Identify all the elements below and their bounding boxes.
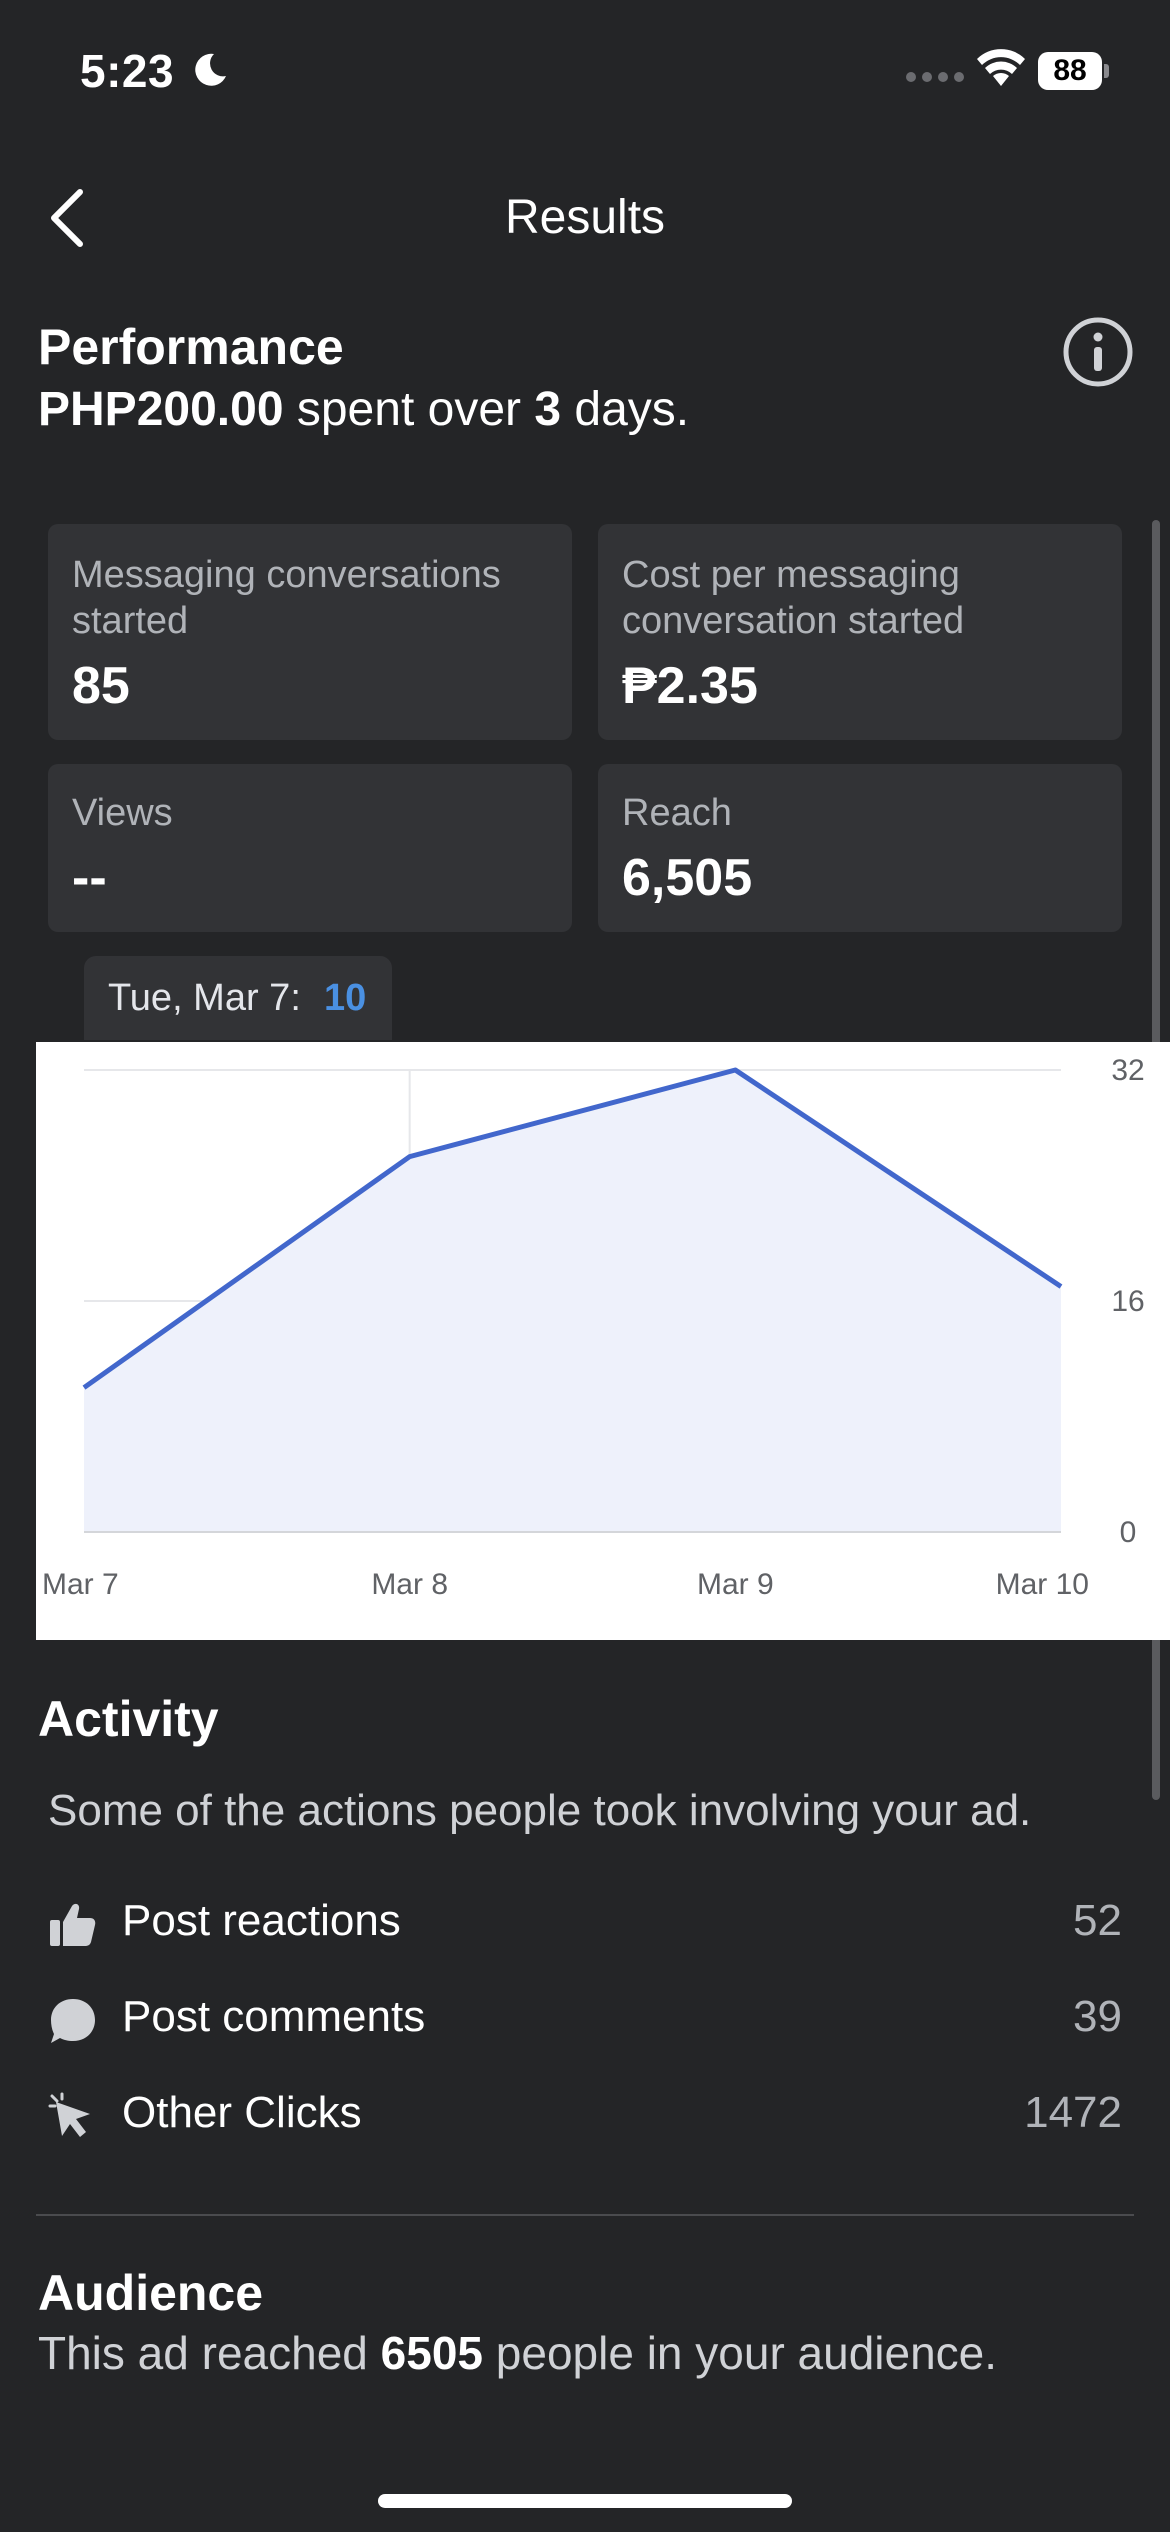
activity-label: Other Clicks [122, 2088, 362, 2137]
info-icon[interactable] [1062, 316, 1134, 388]
x-tick-label: Mar 7 [42, 1568, 119, 1601]
battery-indicator: 88 [1038, 52, 1110, 92]
signal-dots-icon [906, 72, 964, 82]
home-indicator[interactable] [378, 2494, 792, 2508]
x-tick-label: Mar 9 [697, 1568, 774, 1601]
metric-card-views[interactable]: Views -- [48, 764, 572, 932]
audience-title: Audience [38, 2265, 264, 2321]
chart-svg: Mar 7 Mar 8 Mar 9 Mar 10 32 16 0 [42, 1054, 1145, 1601]
metric-card-cost-per-conversation[interactable]: Cost per messaging conversation started … [598, 524, 1122, 740]
metric-value: 6,505 [622, 849, 753, 907]
x-tick-label: Mar 8 [371, 1568, 448, 1601]
metric-value: -- [72, 849, 107, 907]
metric-label: Messaging conversations started [72, 554, 501, 642]
spent-over-text: spent over [296, 383, 521, 436]
activity-value: 39 [1073, 1992, 1122, 2041]
comment-icon [51, 1999, 95, 2043]
y-tick-label: 16 [1111, 1285, 1144, 1318]
y-tick-label: 0 [1120, 1516, 1137, 1549]
activity-label: Post reactions [122, 1896, 401, 1945]
days-suffix: days. [574, 383, 690, 436]
tooltip-date: Tue, Mar 7: [108, 977, 301, 1019]
status-time: 5:23 [80, 45, 175, 97]
cursor-click-icon [48, 2092, 90, 2137]
series-area [84, 1070, 1061, 1532]
metric-label: Views [72, 792, 173, 834]
battery-level: 88 [1053, 54, 1087, 87]
metric-value: 85 [72, 657, 130, 715]
activity-row-other-clicks[interactable]: Other Clicks 1472 [38, 2076, 1122, 2156]
audience-summary: This ad reached 6505 people in your audi… [38, 2326, 997, 2380]
activity-label: Post comments [122, 1992, 426, 2041]
activity-row-post-reactions[interactable]: Post reactions 52 [38, 1884, 1122, 1964]
back-chevron-icon[interactable] [44, 186, 96, 250]
spent-amount: PHP200.00 [38, 383, 284, 436]
performance-title: Performance [38, 319, 344, 375]
audience-prefix: This ad reached [38, 2327, 368, 2379]
metric-card-reach[interactable]: Reach 6,505 [598, 764, 1122, 932]
metric-label: Cost per messaging conversation started [622, 554, 965, 642]
activity-row-post-comments[interactable]: Post comments 39 [38, 1980, 1122, 2060]
section-divider [36, 2214, 1134, 2216]
moon-icon [195, 53, 226, 86]
metric-card-messaging[interactable]: Messaging conversations started 85 [48, 524, 572, 740]
metric-label: Reach [622, 792, 732, 834]
wifi-icon [977, 49, 1025, 86]
audience-count: 6505 [380, 2327, 483, 2379]
page-title: Results [504, 191, 666, 244]
activity-value: 1472 [1024, 2088, 1122, 2137]
series-line [82, 1067, 1063, 1390]
activity-title: Activity [38, 1691, 219, 1747]
activity-subtitle: Some of the actions people took involvin… [48, 1786, 1032, 1835]
y-tick-label: 32 [1111, 1054, 1144, 1087]
results-chart[interactable]: Mar 7 Mar 8 Mar 9 Mar 10 32 16 0 [36, 1042, 1170, 1640]
days-count: 3 [534, 383, 562, 436]
chart-tooltip: Tue, Mar 7: 10 [84, 956, 392, 1040]
tooltip-value: 10 [324, 977, 367, 1019]
performance-summary: PHP200.00 spent over 3 days. [38, 382, 689, 437]
x-tick-label: Mar 10 [996, 1568, 1089, 1601]
activity-value: 52 [1073, 1896, 1122, 1945]
audience-suffix: people in your audience. [495, 2327, 998, 2379]
metric-value: ₱2.35 [622, 657, 758, 715]
thumbs-up-icon [50, 1903, 96, 1946]
